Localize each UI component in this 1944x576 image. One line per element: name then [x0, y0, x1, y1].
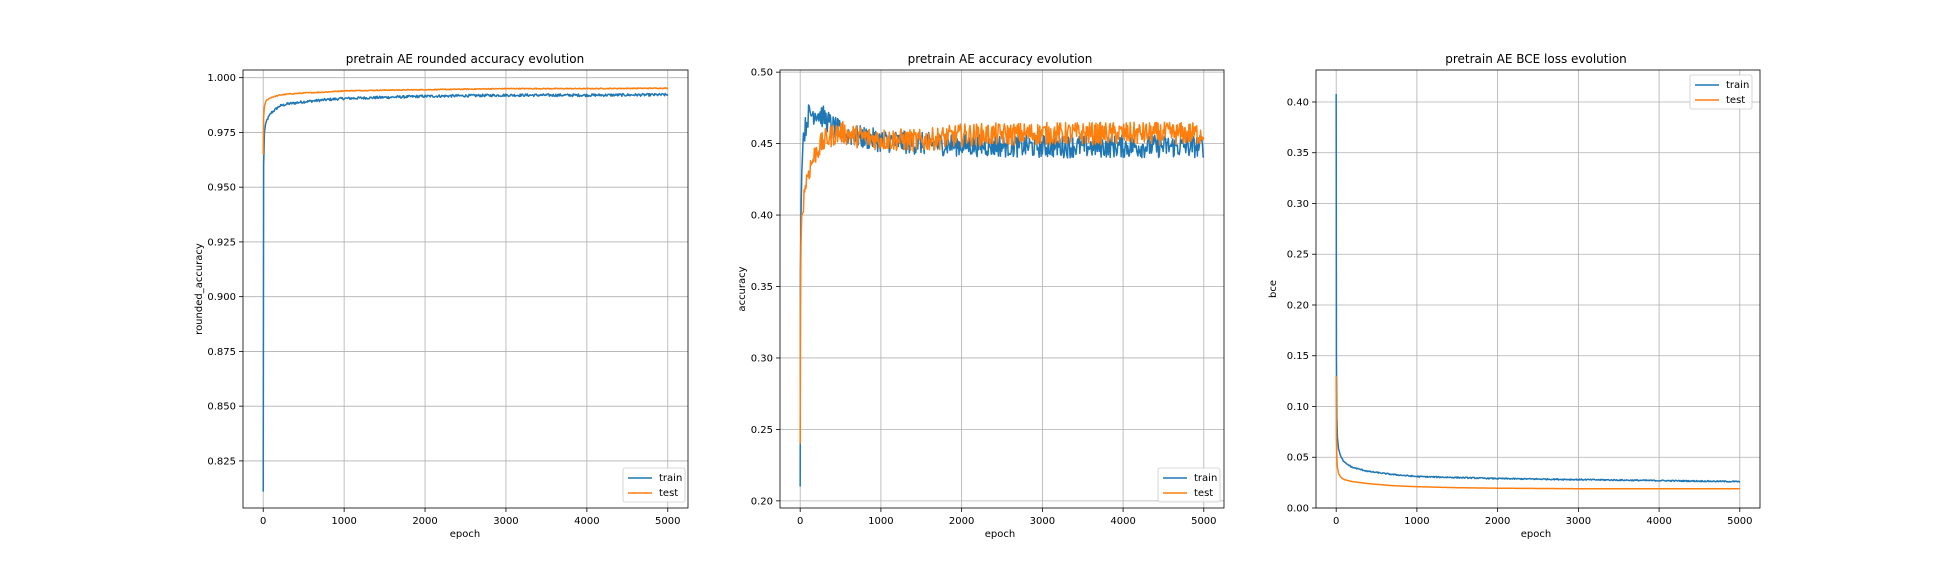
legend: train test: [1157, 467, 1221, 503]
x-axis-label: epoch: [450, 529, 480, 540]
series-line-train: [262, 92, 669, 492]
x-tick-label: 3000: [493, 516, 518, 527]
chart-title: pretrain AE BCE loss evolution: [1445, 52, 1627, 66]
plot-frame: [779, 69, 1225, 509]
subplot-bce-loss: pretrain AE BCE loss evolution epoch bce…: [1268, 52, 1761, 540]
subplot-accuracy: pretrain AE accuracy evolution epoch acc…: [737, 52, 1225, 540]
x-tick-label: 3000: [1566, 516, 1591, 527]
x-tick-label: 0: [1333, 516, 1339, 527]
legend: train test: [1689, 74, 1753, 110]
y-tick-label: 0.50: [751, 68, 773, 79]
y-axis-label: rounded_accuracy: [194, 243, 205, 335]
x-axis-label: epoch: [1521, 529, 1551, 540]
x-tick-label: 0: [797, 516, 803, 527]
x-tick-label: 3000: [1030, 516, 1055, 527]
y-tick-label: 0.35: [1287, 148, 1309, 159]
x-tick-label: 2000: [1485, 516, 1510, 527]
x-tick-label: 4000: [574, 516, 599, 527]
series-line-test: [262, 87, 669, 155]
y-tick-label: 0.30: [1287, 199, 1309, 210]
x-axis-label: epoch: [985, 529, 1015, 540]
y-tick-label: 1.000: [207, 73, 236, 84]
series-line-train: [1335, 93, 1741, 483]
y-tick-label: 0.900: [207, 292, 236, 303]
x-tick-label: 1000: [331, 516, 356, 527]
x-tick-label: 4000: [1646, 516, 1671, 527]
y-tick-label: 0.825: [207, 456, 236, 467]
y-tick-label: 0.40: [1287, 97, 1309, 108]
y-tick-label: 0.20: [1287, 300, 1309, 311]
series-line-test: [799, 120, 1205, 444]
x-tick-label: 5000: [655, 516, 680, 527]
y-tick-label: 0.40: [751, 211, 773, 222]
y-tick-label: 0.925: [207, 237, 236, 248]
plot-frame: [1315, 69, 1761, 509]
chart-title: pretrain AE rounded accuracy evolution: [346, 52, 584, 66]
plot-frame: [242, 69, 689, 509]
legend-label-train: train: [1194, 473, 1217, 484]
legend-label-train: train: [659, 473, 682, 484]
y-tick-label: 0.05: [1287, 453, 1309, 464]
legend: train test: [622, 467, 686, 503]
y-tick-label: 0.25: [1287, 250, 1309, 261]
y-tick-label: 0.00: [1287, 504, 1309, 515]
x-tick-label: 2000: [949, 516, 974, 527]
x-tick-label: 1000: [1404, 516, 1429, 527]
x-tick-label: 2000: [412, 516, 437, 527]
y-tick-label: 0.30: [751, 353, 773, 364]
x-tick-label: 5000: [1727, 516, 1752, 527]
y-tick-label: 0.850: [207, 402, 236, 413]
legend-label-test: test: [1194, 488, 1213, 499]
y-tick-label: 0.25: [751, 425, 773, 436]
y-axis-label: accuracy: [737, 266, 748, 311]
legend-label-train: train: [1726, 80, 1749, 91]
legend-label-test: test: [1726, 95, 1745, 106]
y-tick-label: 0.10: [1287, 402, 1309, 413]
y-tick-label: 0.45: [751, 139, 773, 150]
y-tick-label: 0.975: [207, 128, 236, 139]
y-tick-label: 0.950: [207, 183, 236, 194]
series-line-test: [1335, 376, 1740, 490]
y-tick-label: 0.35: [751, 282, 773, 293]
x-tick-label: 4000: [1110, 516, 1135, 527]
x-tick-label: 1000: [868, 516, 893, 527]
grid: [243, 70, 688, 508]
legend-label-test: test: [659, 488, 678, 499]
y-tick-label: 0.875: [207, 347, 236, 358]
y-axis-label: bce: [1268, 280, 1279, 298]
chart-title: pretrain AE accuracy evolution: [908, 52, 1093, 66]
y-tick-label: 0.15: [1287, 351, 1309, 362]
y-tick-label: 0.20: [751, 496, 773, 507]
subplot-rounded-accuracy: pretrain AE rounded accuracy evolution e…: [194, 52, 689, 540]
x-tick-label: 0: [260, 516, 266, 527]
x-tick-label: 5000: [1191, 516, 1216, 527]
